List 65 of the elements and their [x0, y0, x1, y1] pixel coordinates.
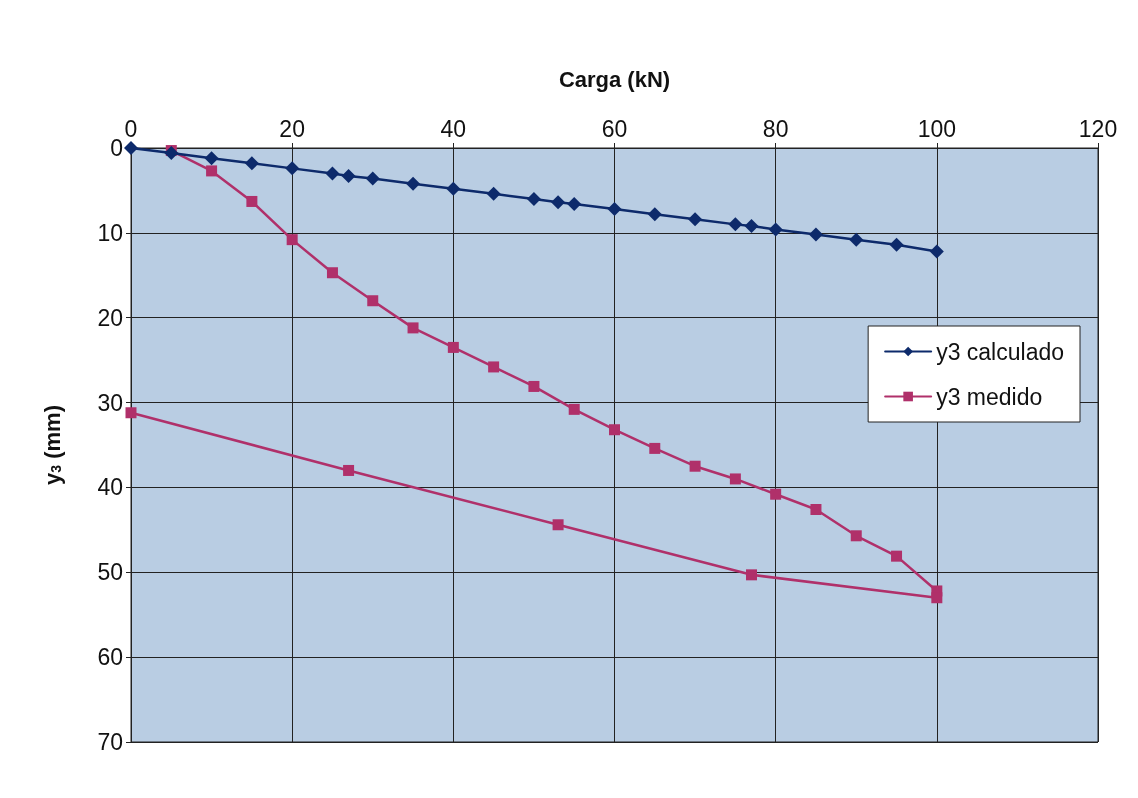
point: [206, 165, 218, 177]
x-tick-label: 40: [440, 115, 467, 142]
point: [729, 473, 741, 485]
x-axis-title: Carga (kN): [558, 66, 671, 92]
point: [607, 202, 622, 217]
point: [326, 267, 338, 279]
point: [552, 519, 564, 531]
y-tick-label: 70: [97, 729, 123, 755]
point: [447, 341, 459, 353]
point: [647, 207, 662, 222]
point: [407, 322, 419, 334]
point: [488, 361, 500, 373]
y-tick-label: 0: [110, 135, 123, 161]
point: [889, 237, 904, 252]
point: [367, 295, 379, 307]
point: [770, 488, 782, 500]
point: [567, 197, 582, 212]
point: [125, 407, 137, 419]
y-axis-title: y3 (mm): [39, 405, 65, 485]
point: [446, 181, 461, 196]
point: [849, 232, 864, 247]
point: [325, 166, 340, 181]
point: [341, 169, 356, 183]
point: [688, 212, 703, 227]
point: [343, 464, 355, 476]
legend-label: y3 medido: [936, 383, 1043, 410]
y-tick-label: 50: [97, 559, 123, 586]
point: [244, 156, 259, 171]
point: [808, 227, 823, 242]
point: [528, 380, 540, 392]
point: [246, 195, 258, 207]
point: [609, 424, 620, 436]
point: [689, 460, 701, 472]
point: [526, 191, 541, 206]
x-tick-label: 80: [762, 115, 789, 142]
point: [745, 569, 757, 581]
point: [406, 176, 421, 191]
point: [124, 141, 138, 155]
point: [810, 503, 822, 515]
point: [931, 592, 943, 604]
point: [744, 219, 759, 234]
x-tick-label: 20: [279, 115, 305, 142]
y-tick-label: 60: [97, 644, 123, 671]
y-tick-label: 20: [97, 304, 123, 331]
point: [728, 217, 743, 232]
point: [204, 151, 219, 166]
point: [768, 222, 783, 237]
x-tick-label: 60: [601, 115, 628, 142]
y-tick-label: 30: [97, 389, 123, 416]
point: [551, 195, 566, 210]
x-tick-label: 120: [1078, 115, 1118, 142]
point: [850, 530, 862, 542]
y-tick-label: 40: [97, 474, 123, 501]
point: [649, 442, 661, 454]
x-tick-label: 100: [917, 115, 957, 142]
y-tick-label: 10: [97, 219, 123, 246]
point: [929, 244, 944, 259]
point: [164, 146, 179, 161]
legend-label: y3 calculado: [936, 338, 1064, 365]
point: [365, 171, 380, 186]
point: [285, 161, 300, 176]
point: [568, 403, 580, 415]
point: [486, 186, 501, 201]
point: [286, 234, 298, 246]
point: [891, 550, 903, 562]
